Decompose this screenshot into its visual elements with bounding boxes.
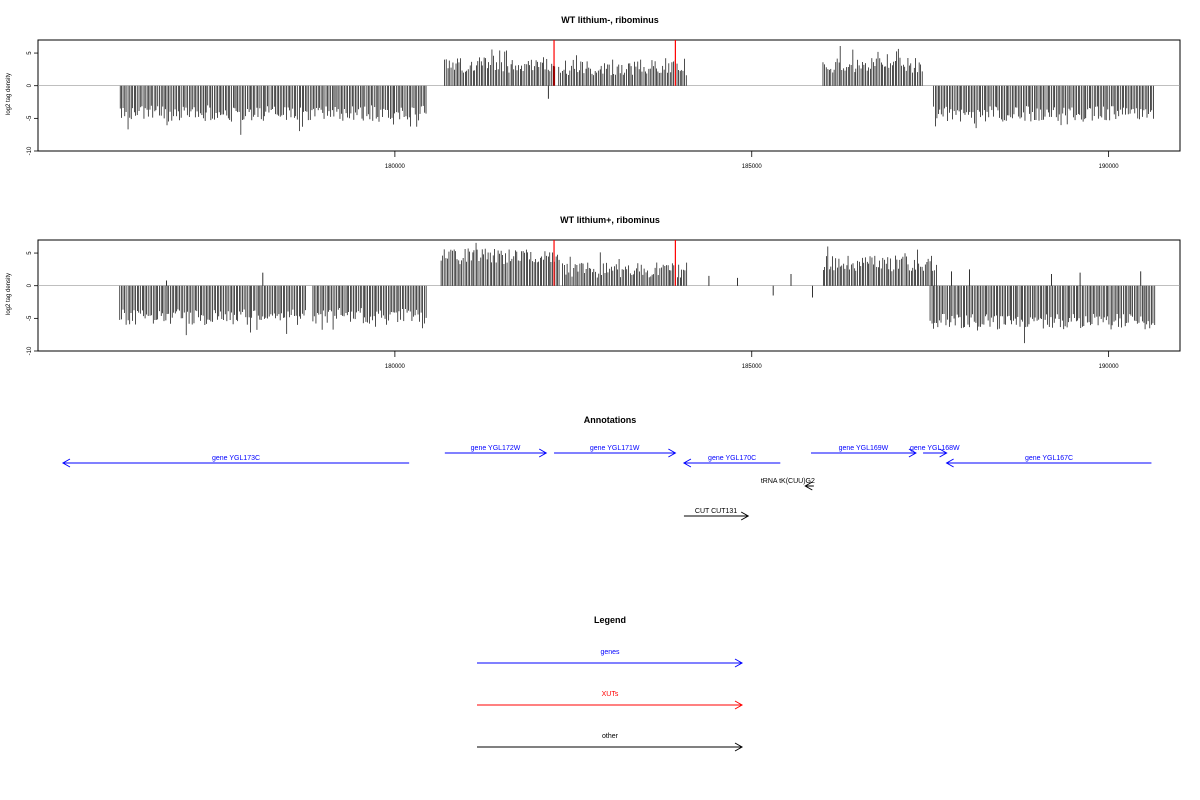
x-tick-label: 180000 xyxy=(385,364,406,370)
y-tick-label: 0 xyxy=(27,283,33,287)
y-tick-label: 5 xyxy=(27,51,33,55)
feature-arrow-head xyxy=(804,481,813,491)
feature-arrow-head xyxy=(740,511,750,521)
x-tick-label: 185000 xyxy=(742,364,763,370)
y-tick-label: 0 xyxy=(27,83,33,87)
legend-item-genes: genes xyxy=(477,649,744,668)
feature-label: gene YGL167C xyxy=(1025,455,1073,462)
feature-trna-tk-cuu-g2: tRNA tK(CUU)G2 xyxy=(761,478,815,491)
density-bars xyxy=(119,40,1154,135)
y-tick-label: -5 xyxy=(27,115,33,121)
feature-gene-ygl172w: gene YGL172W xyxy=(444,445,548,458)
legend-label: other xyxy=(602,733,619,740)
density-bars xyxy=(119,240,1156,344)
feature-arrow-head xyxy=(939,448,948,458)
feature-gene-ygl168w: gene YGL168W xyxy=(910,445,960,458)
feature-arrow-head xyxy=(682,458,692,468)
annotations-title: Annotations xyxy=(584,415,637,425)
feature-label: gene YGL169W xyxy=(839,445,889,452)
annotation-track: Annotations gene YGL173C gene YGL172W gene… xyxy=(61,415,1152,521)
plot-frame xyxy=(37,39,1181,152)
feature-gene-ygl170c: gene YGL170C xyxy=(682,455,781,468)
track-panel-lithium-minus: WT lithium-, ribominus log2 tag density … xyxy=(6,15,1181,170)
y-tick-label: -10 xyxy=(27,146,33,155)
feature-arrow-head xyxy=(61,458,71,468)
track-panel-lithium-plus: WT lithium+, ribominus log2 tag density … xyxy=(6,215,1181,370)
feature-label: gene YGL173C xyxy=(212,455,260,462)
x-tick-label: 180000 xyxy=(385,164,406,170)
feature-arrow-head xyxy=(668,448,677,458)
feature-label: gene YGL168W xyxy=(910,445,960,452)
feature-label: tRNA tK(CUU)G2 xyxy=(761,478,815,485)
legend-arrow-head xyxy=(734,700,744,710)
y-axis-label: log2 tag density xyxy=(6,73,12,115)
x-tick-label: 185000 xyxy=(742,164,763,170)
legend-arrow-head xyxy=(734,742,744,752)
feature-arrow-head xyxy=(538,448,548,458)
feature-gene-ygl171w: gene YGL171W xyxy=(554,445,677,458)
legend-title: Legend xyxy=(594,615,626,625)
y-tick-label: -10 xyxy=(27,346,33,355)
feature-arrow-head xyxy=(908,448,917,458)
x-tick-label: 190000 xyxy=(1099,364,1120,370)
legend-label: XUTs xyxy=(602,691,619,698)
y-tick-label: -5 xyxy=(27,315,33,321)
feature-label: gene YGL172W xyxy=(471,445,521,452)
legend-item-other: other xyxy=(477,733,744,752)
legend: Legend genes XUTs other xyxy=(477,615,744,752)
feature-label: gene YGL171W xyxy=(590,445,640,452)
x-tick-label: 190000 xyxy=(1099,164,1120,170)
legend-item-xuts: XUTs xyxy=(477,691,744,710)
feature-gene-ygl167c: gene YGL167C xyxy=(945,455,1152,468)
feature-label: gene YGL170C xyxy=(708,455,756,462)
y-axis-label: log2 tag density xyxy=(6,273,12,315)
track-title: WT lithium-, ribominus xyxy=(561,15,659,25)
feature-gene-ygl173c: gene YGL173C xyxy=(61,455,410,468)
track-title: WT lithium+, ribominus xyxy=(560,215,660,225)
y-tick-label: 5 xyxy=(27,251,33,255)
plot-frame xyxy=(37,239,1181,352)
feature-arrow-head xyxy=(945,458,954,468)
legend-label: genes xyxy=(600,649,620,656)
feature-gene-ygl169w: gene YGL169W xyxy=(810,445,917,458)
feature-label: CUT CUT131 xyxy=(695,508,737,515)
legend-arrow-head xyxy=(734,658,744,668)
feature-cut-cut131: CUT CUT131 xyxy=(683,508,750,521)
